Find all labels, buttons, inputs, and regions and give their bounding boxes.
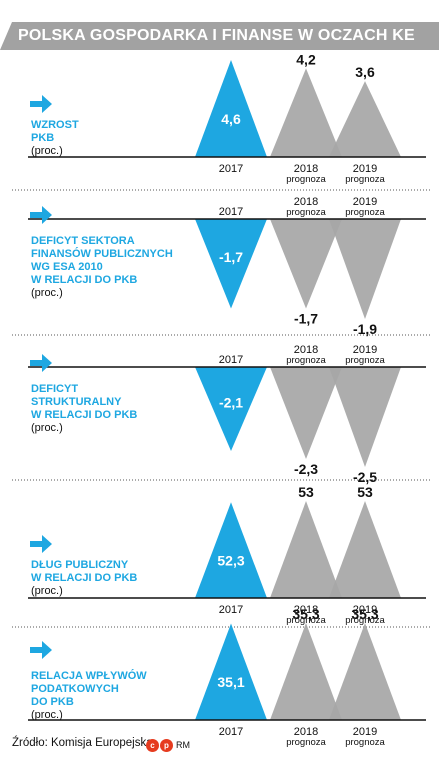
category-label-structural-2019: 2019 — [353, 344, 377, 356]
value-label-structural-2017: -2,1 — [219, 394, 243, 410]
category-label-gdp-2018: 2018 — [294, 163, 318, 175]
value-label-gdp-2019: 3,6 — [355, 64, 375, 80]
unit-label-structural: (proc.) — [31, 422, 63, 434]
series-label-tax-0: RELACJA WPŁYWÓW — [31, 669, 147, 682]
value-label-deficit-2019: -1,9 — [353, 321, 377, 337]
category-label-structural-2018: 2018 — [294, 344, 318, 356]
arrow-icon-gdp — [30, 95, 52, 113]
series-label-structural-1: STRUKTURALNY — [31, 396, 122, 408]
category-note-structural-2019: prognoza — [345, 355, 385, 366]
bar-gdp-2018 — [270, 68, 342, 157]
category-label-debt-2019: 2019 — [353, 604, 377, 616]
bar-deficit-2019 — [329, 219, 401, 319]
category-note-debt-2018: prognoza — [286, 615, 326, 626]
bar-tax-2018 — [270, 623, 342, 720]
bar-tax-2019 — [329, 623, 401, 720]
series-label-debt-0: DŁUG PUBLICZNY — [31, 559, 129, 571]
bar-debt-2018 — [270, 501, 342, 598]
category-label-gdp-2019: 2019 — [353, 163, 377, 175]
category-label-tax-2017: 2017 — [219, 726, 243, 738]
value-label-structural-2018: -2,3 — [294, 461, 318, 477]
unit-label-deficit: (proc.) — [31, 287, 63, 299]
bar-deficit-2017 — [195, 219, 267, 309]
bar-deficit-2018 — [270, 219, 342, 309]
value-label-deficit-2017: -1,7 — [219, 249, 243, 265]
category-note-deficit-2019: prognoza — [345, 207, 385, 218]
category-label-structural-2017: 2017 — [219, 354, 243, 366]
arrow-icon-tax — [30, 641, 52, 659]
value-label-gdp-2018: 4,2 — [296, 51, 316, 67]
arrow-icon-debt — [30, 535, 52, 553]
series-label-structural-0: DEFICYT — [31, 383, 78, 395]
category-note-tax-2019: prognoza — [345, 737, 385, 748]
unit-label-tax: (proc.) — [31, 709, 63, 721]
series-label-gdp-1: PKB — [31, 132, 54, 144]
category-label-deficit-2017: 2017 — [219, 206, 243, 218]
value-label-tax-2018: 35,3 — [292, 606, 319, 622]
header-corner — [0, 22, 12, 50]
unit-label-gdp: (proc.) — [31, 145, 63, 157]
value-label-debt-2018: 53 — [298, 484, 314, 500]
value-label-structural-2019: -2,5 — [353, 469, 377, 485]
unit-label-debt: (proc.) — [31, 585, 63, 597]
header-banner: POLSKA GOSPODARKA I FINANSE W OCZACH KE — [0, 22, 439, 50]
value-label-debt-2019: 53 — [357, 484, 373, 500]
category-label-gdp-2017: 2017 — [219, 163, 243, 175]
bar-gdp-2019 — [329, 81, 401, 157]
value-label-tax-2019: 35,3 — [351, 606, 378, 622]
category-note-structural-2018: prognoza — [286, 355, 326, 366]
category-label-debt-2017: 2017 — [219, 604, 243, 616]
category-note-deficit-2018: prognoza — [286, 207, 326, 218]
value-label-gdp-2017: 4,6 — [221, 111, 241, 127]
category-label-deficit-2018: 2018 — [294, 196, 318, 208]
bar-structural-2017 — [195, 367, 267, 451]
author-credit: RM — [176, 740, 190, 750]
series-label-deficit-0: DEFICYT SEKTORA — [31, 235, 135, 247]
category-note-tax-2018: prognoza — [286, 737, 326, 748]
series-label-deficit-1: FINANSÓW PUBLICZNYCH — [31, 247, 173, 260]
value-label-deficit-2018: -1,7 — [294, 310, 318, 326]
series-label-tax-2: DO PKB — [31, 696, 74, 708]
category-label-tax-2019: 2019 — [353, 726, 377, 738]
series-label-deficit-3: W RELACJI DO PKB — [31, 274, 137, 286]
series-label-structural-2: W RELACJI DO PKB — [31, 409, 137, 421]
bar-debt-2017 — [195, 502, 267, 598]
bar-structural-2018 — [270, 367, 342, 459]
category-note-debt-2019: prognoza — [345, 615, 385, 626]
category-label-debt-2018: 2018 — [294, 604, 318, 616]
series-label-tax-1: PODATKOWYCH — [31, 683, 119, 695]
bar-gdp-2017 — [195, 60, 267, 157]
source-note: Źródło: Komisja Europejska — [12, 737, 153, 749]
category-label-deficit-2019: 2019 — [353, 196, 377, 208]
series-label-gdp-0: WZROST — [31, 119, 79, 131]
series-label-deficit-2: WG ESA 2010 — [31, 261, 103, 273]
logo-letter-p: p — [160, 739, 173, 753]
bar-debt-2019 — [329, 501, 401, 598]
arrow-icon-deficit — [30, 206, 52, 224]
page-title: POLSKA GOSPODARKA I FINANSE W OCZACH KE — [18, 27, 415, 44]
logo-letter-c: c — [146, 739, 159, 753]
category-label-tax-2018: 2018 — [294, 726, 318, 738]
header-bar — [12, 22, 439, 50]
category-note-gdp-2018: prognoza — [286, 174, 326, 185]
bar-tax-2017 — [195, 623, 267, 720]
arrow-icon-structural — [30, 354, 52, 372]
series-label-debt-1: W RELACJI DO PKB — [31, 572, 137, 584]
bar-structural-2019 — [329, 367, 401, 467]
value-label-tax-2017: 35,1 — [217, 674, 244, 690]
value-label-debt-2017: 52,3 — [217, 552, 244, 568]
category-note-gdp-2019: prognoza — [345, 174, 385, 185]
